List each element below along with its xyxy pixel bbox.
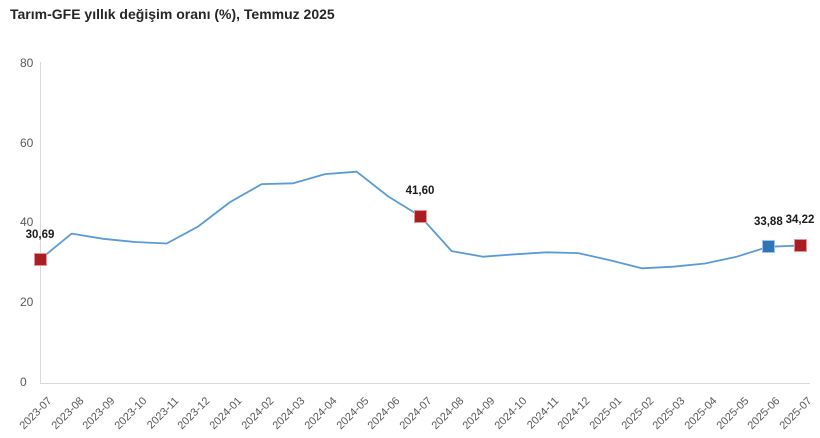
x-axis-tick-label-text: 2024-12 <box>555 395 593 433</box>
blue-square-marker-2025-06 <box>761 240 775 254</box>
x-axis-tick-label-text: 2024-02 <box>239 395 277 433</box>
x-axis-tick-label-text: 2024-01 <box>207 395 245 433</box>
x-axis-tick-label-text: 2025-06 <box>745 395 783 433</box>
x-axis-tick-label-text: 2023-09 <box>80 395 118 433</box>
x-axis-tick-label-text: 2023-10 <box>112 395 150 433</box>
y-axis-tick-label: 40 <box>20 215 34 230</box>
red-square-marker-2023-07 <box>33 253 47 267</box>
x-axis-tick-label-text: 2024-08 <box>429 395 467 433</box>
chart-title: Tarım-GFE yıllık değişim oranı (%), Temm… <box>10 6 335 22</box>
x-axis-tick-label-text: 2025-07 <box>777 395 815 433</box>
x-axis-tick-label-text: 2025-04 <box>682 395 720 433</box>
y-axis-tick-label: 20 <box>20 295 34 310</box>
y-axis-line <box>40 62 41 383</box>
x-axis-tick-label-text: 2025-05 <box>714 395 752 433</box>
x-axis-tick-label-text: 2024-05 <box>334 395 372 433</box>
x-axis-tick-label-text: 2024-10 <box>492 395 530 433</box>
data-label-2025-06: 33,88 <box>753 215 783 228</box>
x-axis-tick-label-text: 2024-09 <box>460 395 498 433</box>
x-axis-tick-label-text: 2023-07 <box>17 395 55 433</box>
x-axis-tick-label-text: 2025-02 <box>619 395 657 433</box>
x-axis-line <box>40 383 810 384</box>
x-axis-tick-label-text: 2024-07 <box>397 395 435 433</box>
x-axis-tick-label-text: 2023-12 <box>175 395 213 433</box>
y-axis-tick-label: 0 <box>20 375 27 389</box>
y-axis-tick-label: 80 <box>20 55 34 70</box>
red-square-marker-2025-07 <box>793 238 807 252</box>
red-square-marker-2024-07 <box>413 209 427 223</box>
x-axis-tick-label-text: 2024-03 <box>270 395 308 433</box>
x-axis-tick-label-text: 2025-01 <box>587 395 625 433</box>
x-axis-tick-label-text: 2025-03 <box>650 395 688 433</box>
x-axis-tick-label-text: 2023-08 <box>49 395 87 433</box>
x-axis-tick-label-text: 2023-11 <box>144 395 182 432</box>
x-axis-tick-label-text: 2024-06 <box>365 395 403 433</box>
data-label-2025-07: 34,22 <box>785 214 815 227</box>
data-label-2024-07: 41,60 <box>405 185 435 198</box>
x-axis-tick-label-text: 2024-11 <box>524 395 562 432</box>
x-axis-tick-label-text: 2024-04 <box>302 395 340 433</box>
data-label-2023-07: 30,69 <box>25 228 55 241</box>
y-axis-tick-label: 60 <box>20 135 34 150</box>
